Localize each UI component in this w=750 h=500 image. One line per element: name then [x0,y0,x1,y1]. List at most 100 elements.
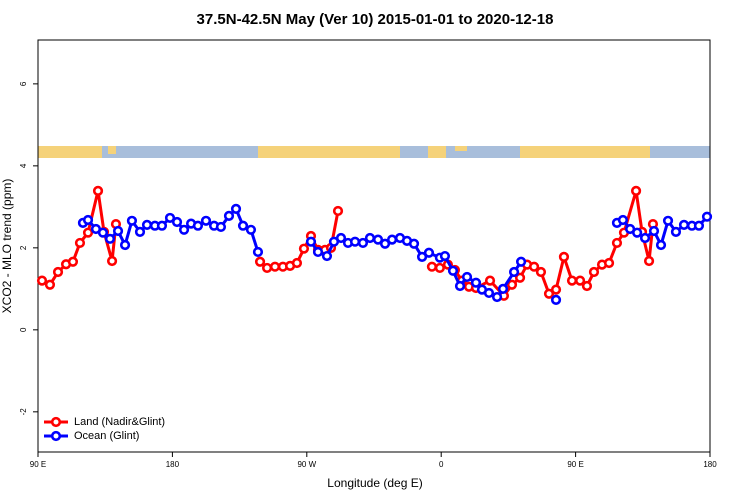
series-point [357,237,369,249]
series-point [632,227,643,238]
series-point [112,225,124,237]
series-point [439,250,451,262]
series-point [245,224,257,235]
y-tick-label: 2 [19,245,28,250]
x-tick-label: 0 [439,460,444,469]
series-point [693,220,705,231]
series-point [491,291,503,303]
series-point [269,261,281,272]
series-point [164,212,176,224]
series-point [141,219,153,230]
series-point [497,283,509,294]
series-point [574,275,586,286]
series-point [408,238,420,249]
series-point [305,236,317,247]
series-point [254,256,266,267]
series-point [332,205,344,217]
series-point [134,226,146,237]
series-point [550,294,562,306]
series-point [611,237,623,249]
series-point [515,256,527,267]
series-point [566,275,578,286]
series-point [106,255,118,267]
series-point [178,224,190,235]
series-point [603,257,615,269]
land-strip [428,146,446,158]
series-point [192,220,204,231]
series-point [298,243,310,254]
series-point [535,266,547,278]
legend-marker [50,416,62,428]
series-point [581,280,593,292]
series-point [364,232,376,244]
series-point [461,271,473,283]
series-point [200,215,212,226]
series-point [349,236,361,247]
series-point [617,214,629,226]
y-tick-label: 0 [19,327,28,332]
series-point [588,266,600,278]
map-strip [38,146,710,158]
series-point [261,262,273,274]
series-point [447,265,459,276]
y-tick-label: -2 [19,408,28,416]
series-point [126,215,138,226]
series-point [470,277,482,288]
series-point [215,221,227,233]
series-point [514,272,526,283]
series-point [156,220,168,231]
series-point [379,238,391,249]
series-point [662,215,674,226]
series-point [82,214,94,226]
legend-label: Land (Nadir&Glint) [74,416,165,428]
series-point [171,216,183,228]
series-point [237,220,249,231]
series-point [630,185,642,196]
series-point [508,266,520,278]
x-tick-label: 90 E [567,460,583,469]
series-point [252,246,264,258]
land-strip [38,146,102,158]
series-point [484,275,496,286]
series-point [550,284,562,295]
series-point [119,239,131,251]
series-point [372,234,384,245]
series-point [335,232,347,244]
legend: Land (Nadir&Glint) Ocean (Glint) [44,416,165,442]
y-tick-label: 6 [19,81,28,86]
series-point [670,226,682,237]
series-point [528,261,540,272]
series-point [104,233,116,244]
y-tick-label: 4 [19,163,28,168]
series-point [67,256,79,267]
chart-title: 37.5N-42.5N May (Ver 10) 2015-01-01 to 2… [197,11,554,28]
series-point [426,261,438,272]
series-point [74,237,86,249]
series-point [36,275,48,286]
x-tick-label: 90 E [30,460,46,469]
series-point [506,279,518,290]
land-strip [520,146,650,158]
series-point [643,255,655,267]
series-point [97,227,109,238]
series-point [678,219,690,230]
series-point [543,288,555,299]
series-point [223,210,235,221]
series-point [655,239,667,251]
series-point [82,227,94,238]
series-point [423,247,435,258]
series-point [558,251,570,262]
land-strip [455,146,467,151]
series-point [434,262,445,274]
series-point [648,225,660,237]
series-point [92,185,104,196]
series-point [701,211,713,222]
series-point [230,203,242,214]
plot-frame [37,39,711,453]
x-tick-label: 90 W [297,460,316,469]
legend-marker [50,430,62,442]
x-tick-label: 180 [703,460,717,469]
land-strip [258,146,400,158]
y-axis-label: XCO2 - MLO trend (ppm) [0,179,14,314]
series-point [321,250,333,262]
